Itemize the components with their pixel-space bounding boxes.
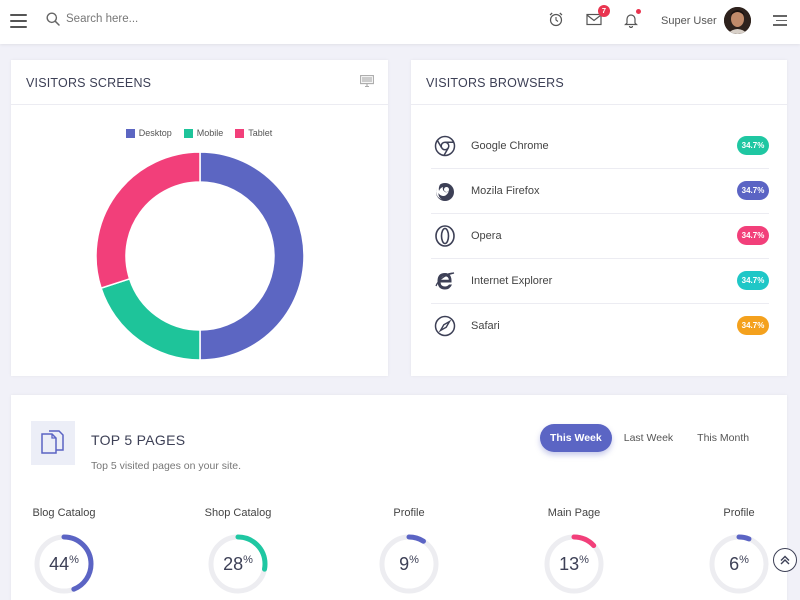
page-percent: 28 <box>223 553 244 574</box>
card-title: VISITORS BROWSERS <box>426 76 564 90</box>
search-icon <box>46 12 60 26</box>
browser-row-internet-explorer[interactable]: Internet Explorer 34.7% <box>431 259 769 304</box>
legend-swatch <box>125 128 135 138</box>
legend-swatch <box>183 128 193 138</box>
hamburger-menu-icon[interactable] <box>10 14 27 28</box>
page-label: Blog Catalog <box>32 507 96 519</box>
browser-name: Opera <box>471 230 502 242</box>
page-stat-profile: Profile 9% <box>354 507 464 595</box>
browser-share-badge: 34.7% <box>737 316 769 335</box>
donut-slice-mobile[interactable] <box>100 277 201 361</box>
page-progress-ring <box>709 534 769 594</box>
legend-swatch <box>235 128 245 138</box>
page-label: Profile <box>723 507 755 519</box>
top-bar: 7 Super User <box>0 0 800 44</box>
card-header: VISITORS SCREENS <box>11 60 388 105</box>
monitor-icon[interactable] <box>360 75 374 87</box>
legend-label: Desktop <box>138 128 172 138</box>
page-stat-main-page: Main Page 13% <box>519 507 629 595</box>
message-count-badge: 7 <box>598 5 610 17</box>
card-header: VISITORS BROWSERS <box>411 60 787 105</box>
page-label: Shop Catalog <box>204 507 272 519</box>
donut-slice-desktop[interactable] <box>199 151 305 361</box>
visitors-screens-card: VISITORS SCREENS Desktop Mobile Tablet <box>11 60 388 376</box>
ring-progress <box>544 534 604 594</box>
browser-name: Internet Explorer <box>471 275 553 287</box>
right-menu-icon[interactable] <box>773 15 787 26</box>
page-percent: 44 <box>49 553 70 574</box>
browser-share-badge: 34.7% <box>737 181 769 200</box>
legend-label: Mobile <box>196 128 224 138</box>
double-chevron-up-icon <box>780 555 790 565</box>
browser-share-badge: 34.7% <box>737 136 769 155</box>
legend-item[interactable]: Mobile <box>183 128 224 138</box>
tab-this-month[interactable]: This Month <box>697 432 750 444</box>
ring-progress <box>379 534 439 594</box>
pages-icon <box>31 421 75 465</box>
page-progress-ring <box>34 534 94 594</box>
donut-slice-tablet[interactable] <box>95 151 201 290</box>
browser-share-badge: 34.7% <box>737 271 769 290</box>
page-stat-shop-catalog: Shop Catalog 28% <box>183 507 293 595</box>
page-percent: 13 <box>559 553 580 574</box>
legend-item[interactable]: Desktop <box>125 128 172 138</box>
page-stat-profile-2: Profile 6% <box>684 507 794 595</box>
card-title: VISITORS SCREENS <box>26 76 152 90</box>
notification-bell-icon[interactable] <box>623 9 641 29</box>
visitors-browsers-card: VISITORS BROWSERS Google Chrome 34.7% Mo… <box>411 60 787 376</box>
top-pages-subtitle: Top 5 visited pages on your site. <box>91 460 242 472</box>
scroll-to-top-button[interactable] <box>773 548 797 572</box>
page-stat-blog-catalog: Blog Catalog 44% <box>9 507 119 595</box>
page-label: Main Page <box>547 507 601 519</box>
safari-icon <box>434 315 456 337</box>
period-tabs: This Week Last Week This Month <box>540 424 761 452</box>
ring-progress <box>208 534 268 594</box>
browser-row-chrome[interactable]: Google Chrome 34.7% <box>431 124 769 169</box>
browser-row-firefox[interactable]: Mozila Firefox 34.7% <box>431 169 769 214</box>
visitors-donut-chart <box>95 151 305 361</box>
browser-name: Safari <box>471 320 500 332</box>
notification-dot <box>636 9 641 14</box>
username[interactable]: Super User <box>661 15 717 27</box>
opera-icon <box>435 225 455 247</box>
legend-item[interactable]: Tablet <box>235 128 272 138</box>
top-pages-title: TOP 5 PAGES <box>91 432 186 448</box>
browser-name: Mozila Firefox <box>471 185 540 197</box>
browser-row-opera[interactable]: Opera 34.7% <box>431 214 769 259</box>
ring-progress <box>709 534 769 594</box>
firefox-icon <box>436 183 454 201</box>
search-box[interactable] <box>46 12 176 26</box>
mail-icon[interactable]: 7 <box>586 5 610 29</box>
page-progress-ring <box>208 534 268 594</box>
top-pages-card: TOP 5 PAGES Top 5 visited pages on your … <box>11 395 787 600</box>
page-percent: 9 <box>399 553 410 574</box>
alarm-clock-icon[interactable] <box>548 11 566 29</box>
tab-last-week[interactable]: Last Week <box>623 432 674 444</box>
page-label: Profile <box>393 507 425 519</box>
browser-name: Google Chrome <box>471 140 549 152</box>
page-percent: 6 <box>729 553 740 574</box>
page-progress-ring <box>379 534 439 594</box>
internet-explorer-icon <box>435 272 455 290</box>
search-input[interactable] <box>66 13 176 25</box>
page-progress-ring <box>544 534 604 594</box>
tab-this-week[interactable]: This Week <box>540 424 612 452</box>
ring-progress <box>34 534 94 594</box>
legend-label: Tablet <box>248 128 273 138</box>
browser-share-badge: 34.7% <box>737 226 769 245</box>
chrome-icon <box>434 135 456 157</box>
avatar[interactable] <box>724 7 751 34</box>
chart-legend: Desktop Mobile Tablet <box>11 128 387 138</box>
browser-row-safari[interactable]: Safari 34.7% <box>431 304 769 349</box>
